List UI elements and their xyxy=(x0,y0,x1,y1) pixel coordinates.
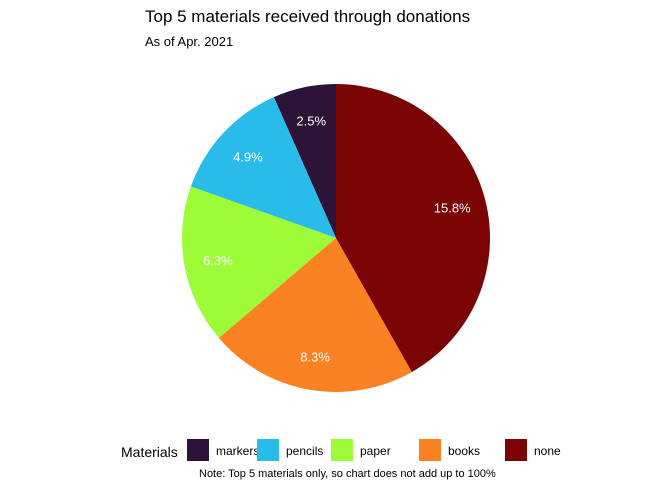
slice-label-paper: 6.3% xyxy=(203,253,233,268)
legend-title: Materials xyxy=(121,444,178,460)
chart-title: Top 5 materials received through donatio… xyxy=(145,7,470,26)
pie-slice-paper xyxy=(181,186,336,338)
legend-swatch-none xyxy=(505,439,527,461)
slice-label-pencils: 4.9% xyxy=(233,149,263,164)
legend-swatch-books xyxy=(419,439,441,461)
slice-label-markers: 2.5% xyxy=(296,114,326,129)
pie-slice-pencils xyxy=(190,97,336,238)
chart-subtitle: As of Apr. 2021 xyxy=(145,34,233,49)
legend-swatch-markers xyxy=(187,439,209,461)
slice-label-books: 8.3% xyxy=(300,349,330,364)
pie-slice-markers xyxy=(273,84,336,238)
legend-swatch-paper xyxy=(331,439,353,461)
chart-caption: Note: Top 5 materials only, so chart doe… xyxy=(199,468,496,480)
legend: Materials markers pencils paper books none xyxy=(121,439,561,461)
pie-slice-labels: 2.5% 4.9% 6.3% 8.3% 15.8% xyxy=(203,114,471,365)
legend-label-pencils: pencils xyxy=(286,444,323,458)
legend-label-markers: markers xyxy=(216,444,259,458)
slice-label-none: 15.8% xyxy=(434,200,471,215)
legend-label-paper: paper xyxy=(360,444,391,458)
pie-slice-books xyxy=(218,238,412,392)
legend-swatch-pencils xyxy=(257,439,279,461)
legend-label-books: books xyxy=(448,444,480,458)
pie-slices xyxy=(181,84,490,392)
legend-label-none: none xyxy=(534,444,561,458)
pie-slice-none xyxy=(336,84,490,372)
